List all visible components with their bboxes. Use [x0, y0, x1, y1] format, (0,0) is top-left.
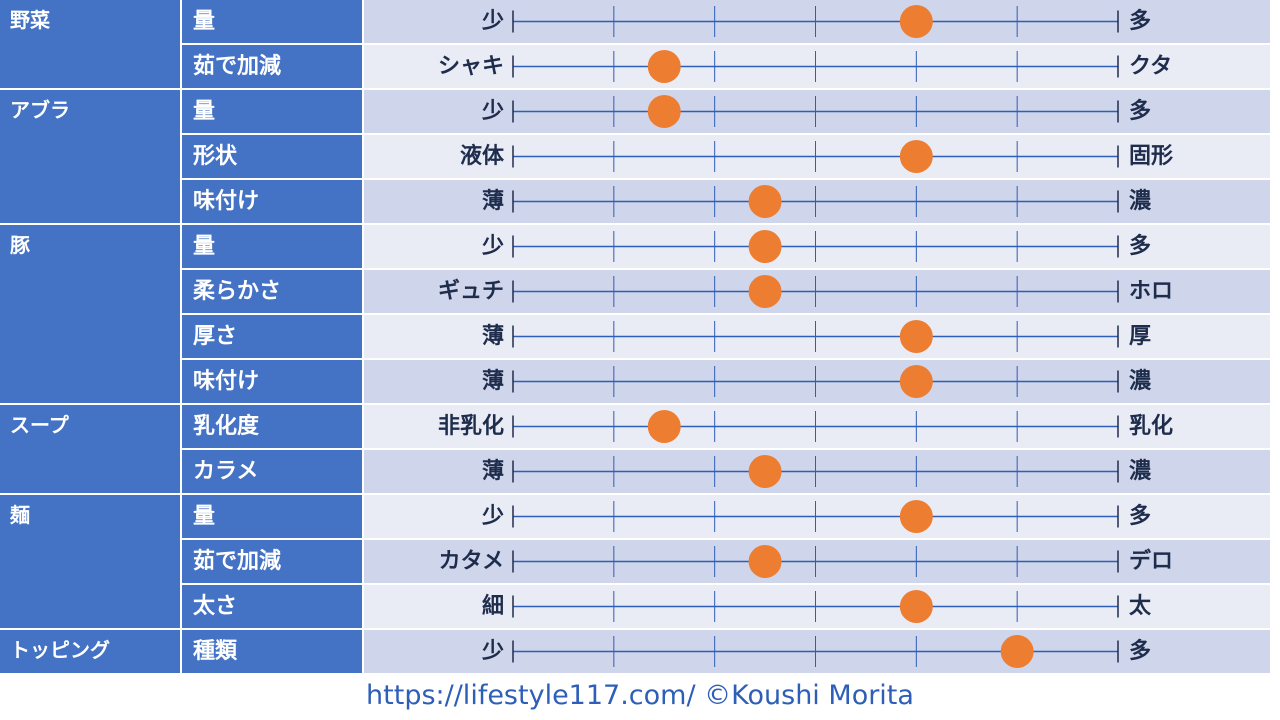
item-label: 太さ	[193, 594, 237, 619]
item-cell	[182, 135, 362, 178]
scale-left-label: 薄	[482, 324, 504, 349]
scale-right-label: 多	[1129, 503, 1151, 529]
scale-right-label: 多	[1129, 8, 1151, 34]
item-cell	[182, 540, 362, 583]
scale-left-label: 少	[481, 234, 504, 259]
scale-left-label: 薄	[482, 459, 504, 484]
scale-right-label: 太	[1129, 594, 1152, 619]
scale-left-label: 少	[481, 9, 504, 34]
rating-marker	[647, 95, 681, 128]
item-label: 量	[193, 9, 215, 34]
item-cell	[182, 585, 362, 628]
scale-left-label: 薄	[482, 369, 504, 394]
rating-marker	[748, 185, 782, 218]
item-cell	[182, 180, 362, 223]
category-cell	[0, 630, 180, 673]
scale-right-label: 濃	[1129, 189, 1152, 214]
item-cell	[182, 315, 362, 358]
scale-right-label: 濃	[1129, 459, 1152, 484]
category-label: トッピング	[10, 638, 110, 662]
item-label: 量	[193, 99, 215, 124]
item-cell	[182, 45, 362, 88]
category-cell	[0, 90, 180, 223]
item-label: 味付け	[193, 369, 259, 394]
scale-right-label: クタ	[1129, 54, 1172, 79]
scale-left-label: 薄	[482, 189, 504, 214]
scale-right-label: 多	[1129, 98, 1151, 124]
rating-marker	[647, 410, 681, 443]
item-cell	[182, 360, 362, 403]
rating-marker	[748, 545, 782, 578]
scale-right-label: 濃	[1129, 369, 1152, 394]
item-cell	[182, 450, 362, 493]
scale-left-label: ギュチ	[438, 279, 504, 304]
item-label: 味付け	[193, 189, 259, 214]
scale-right-label: ホロ	[1129, 279, 1173, 304]
item-cell	[182, 90, 362, 133]
scale-right-label: 多	[1129, 638, 1151, 664]
scale-left-label: 少	[481, 99, 504, 124]
item-label: 茹で加減	[193, 549, 281, 574]
rating-marker	[899, 590, 933, 623]
item-cell	[182, 0, 362, 43]
category-label: 野菜	[10, 8, 50, 32]
rating-marker	[899, 140, 933, 173]
footer-credit[interactable]: https://lifestyle117.com/ ©Koushi Morita	[366, 680, 914, 711]
scale-left-label: 少	[481, 639, 504, 664]
item-cell	[182, 270, 362, 313]
item-label: 形状	[193, 144, 238, 169]
item-cell	[182, 405, 362, 448]
item-label: 種類	[193, 639, 238, 664]
item-label: 乳化度	[193, 413, 260, 439]
flavor-scale-chart: 野菜量少多茹で加減 シャキ クタアブラ量少多形状 液体 固形味付け薄濃豚量少多柔らかさギ…	[0, 0, 1270, 673]
category-label: スープ	[10, 413, 70, 437]
scale-right-label: 多	[1129, 233, 1151, 259]
item-label: 柔らかさ	[193, 279, 281, 304]
rating-marker	[748, 275, 782, 308]
scale-right-label: デロ	[1129, 548, 1173, 574]
rating-marker	[647, 50, 681, 83]
scale-right-label: 乳化	[1129, 413, 1173, 439]
rating-marker	[748, 455, 782, 488]
scale-left-label: カタメ	[439, 549, 504, 574]
scale-left-label: 細	[482, 593, 504, 619]
item-cell	[182, 495, 362, 538]
category-label: アブラ	[10, 98, 70, 122]
item-label: 茹で加減	[193, 54, 281, 79]
item-cell	[182, 225, 362, 268]
category-cell	[0, 495, 180, 628]
scale-left-label: 液体	[460, 143, 505, 169]
scale-right-label: 厚	[1129, 324, 1151, 349]
rating-marker	[1000, 635, 1034, 668]
category-label: 豚	[10, 233, 30, 257]
category-cell	[0, 225, 180, 403]
scale-left-label: 非乳化	[438, 413, 504, 439]
scale-right-label: 固形	[1129, 144, 1173, 169]
rating-marker	[899, 320, 933, 353]
item-label: 厚さ	[193, 324, 237, 349]
item-label: カラメ	[193, 459, 258, 484]
category-cell	[0, 405, 180, 493]
rating-marker	[899, 5, 933, 38]
rating-marker	[899, 500, 933, 533]
scale-left-label: 少	[481, 504, 504, 529]
item-cell	[182, 630, 362, 673]
item-label: 量	[193, 504, 215, 529]
item-label: 量	[193, 234, 215, 259]
category-cell	[0, 0, 180, 88]
category-label: 麺	[9, 503, 30, 527]
rating-marker	[899, 365, 933, 398]
scale-left-label: シャキ	[438, 54, 504, 79]
rating-marker	[748, 230, 782, 263]
